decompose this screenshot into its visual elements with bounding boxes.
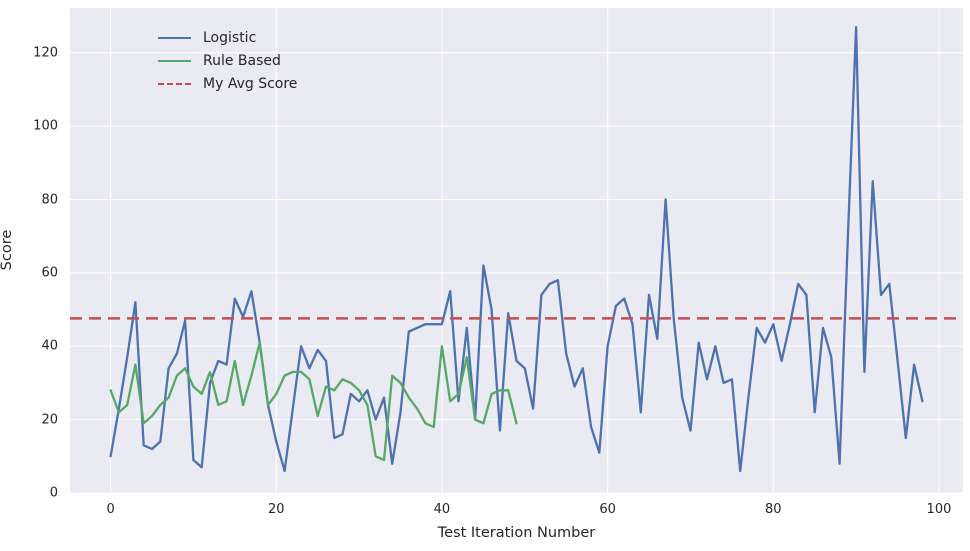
x-axis-title: Test Iteration Number: [437, 525, 596, 541]
y-tick-label: 60: [41, 265, 58, 281]
legend-label-my-avg-score: My Avg Score: [203, 75, 298, 92]
legend-item-logistic: Logistic: [158, 26, 297, 49]
plot-area: Logistic Rule Based My Avg Score: [70, 8, 963, 493]
rule-based-line-swatch: [158, 59, 191, 62]
x-tick-label: 0: [106, 502, 115, 517]
legend-item-my-avg-score: My Avg Score: [158, 72, 297, 95]
y-tick-label: 40: [41, 338, 58, 354]
logistic-line-swatch: [158, 36, 191, 39]
legend-item-rule-based: Rule Based: [158, 49, 297, 72]
x-tick-label: 40: [433, 502, 451, 517]
logistic-line: [109, 25, 924, 473]
chart-canvas: [70, 8, 963, 493]
y-tick-label: 20: [41, 412, 58, 428]
legend-label-rule-based: Rule Based: [203, 52, 281, 69]
x-tick-label: 80: [765, 502, 782, 517]
my-avg-score-line-swatch: [158, 82, 191, 85]
x-tick-label: 60: [599, 502, 616, 517]
x-tick-label: 100: [926, 502, 952, 517]
rule-based-line: [109, 341, 518, 462]
y-axis-title: Score: [0, 229, 15, 271]
y-tick-label: 100: [33, 118, 58, 134]
legend-label-logistic: Logistic: [203, 29, 257, 46]
y-tick-label: 0: [49, 485, 58, 501]
x-tick-label: 20: [267, 502, 285, 517]
y-tick-label: 80: [41, 192, 58, 207]
y-tick-label: 120: [33, 45, 58, 61]
legend: Logistic Rule Based My Avg Score: [158, 26, 297, 95]
